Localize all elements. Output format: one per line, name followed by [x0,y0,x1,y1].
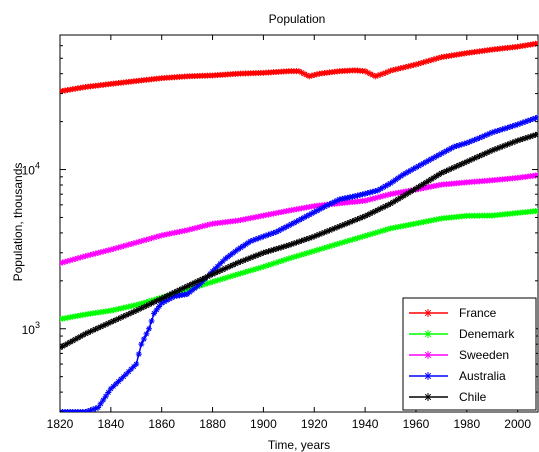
series-markers-france [60,40,538,95]
legend-label-australia: Australia [459,369,506,383]
y-tick-label: 104 [22,161,40,178]
chart-title: Population [269,12,326,26]
legend-label-france: France [459,306,497,320]
x-tick-label: 1840 [97,417,124,431]
legend-marker-denemark [424,330,432,338]
series-markers-australia [60,114,538,412]
x-tick-label: 1920 [301,417,328,431]
y-tick-label: 103 [22,320,40,337]
series-markers-chile [60,131,538,351]
legend-label-sweeden: Sweeden [459,348,509,362]
legend-marker-sweeden [424,351,432,359]
x-axis-label: Time, years [268,438,330,452]
x-tick-label: 1860 [148,417,175,431]
x-tick-label: 1940 [352,417,379,431]
x-tick-label: 1980 [453,417,480,431]
legend-marker-chile [424,393,432,401]
legend-marker-australia [424,372,432,380]
legend-label-chile: Chile [459,390,487,404]
x-tick-label: 1960 [403,417,430,431]
series-line-france [60,42,538,93]
series-group [60,40,538,412]
legend-box [402,297,537,411]
x-tick-label: 1880 [199,417,226,431]
legend-label-denemark: Denemark [459,327,515,341]
x-tick-label: 1820 [47,417,74,431]
x-tick-label: 2000 [504,417,531,431]
x-axis: 1820 1840 1860 1880 1900 1920 1940 1960 1980 2000 [47,35,531,431]
x-tick-label: 1900 [250,417,277,431]
plot-frame [59,34,539,413]
legend-marker-france [424,309,432,317]
legend: France Denemark Sweeden Australia Chile [402,297,537,411]
plot-area [59,34,539,413]
y-axis-label: Population, thousands [11,163,25,282]
